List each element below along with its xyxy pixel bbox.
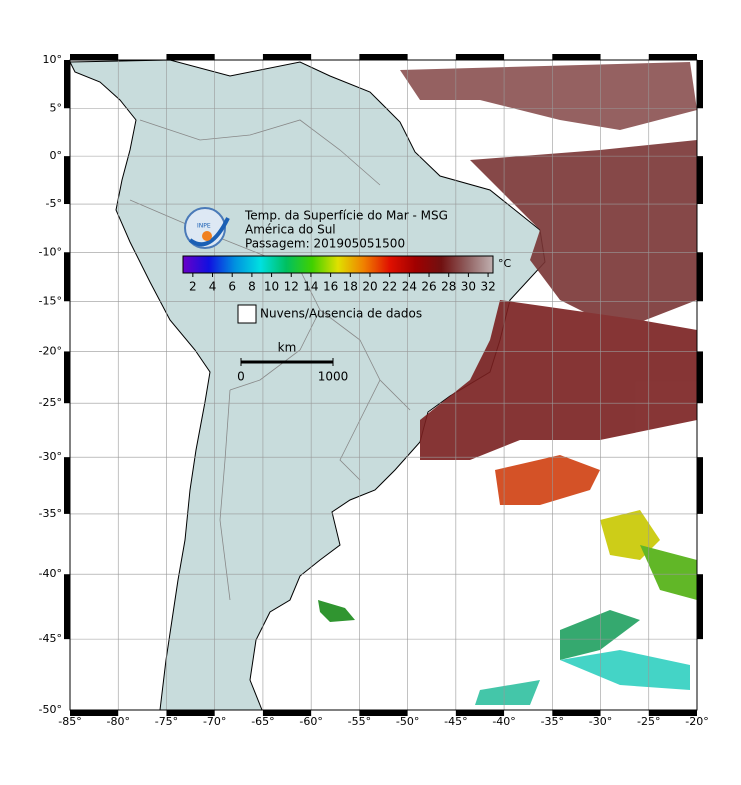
frame-segment [64, 252, 70, 302]
colorbar-label: 32 [480, 280, 495, 294]
lon-label: -80° [106, 715, 129, 728]
colorbar-label: 22 [382, 280, 397, 294]
lon-label: -60° [299, 715, 322, 728]
lon-label: -70° [203, 715, 226, 728]
colorbar-unit: °C [498, 257, 512, 270]
lon-label: -75° [155, 715, 178, 728]
frame-segment [648, 54, 697, 60]
frame-segment [697, 60, 703, 109]
frame-segment [262, 710, 312, 716]
colorbar-label: 26 [421, 280, 436, 294]
frame-segment [697, 351, 703, 404]
frame-segment [648, 710, 697, 716]
frame-segment [455, 54, 505, 60]
axis-labels: -85° -80° -75° -70° -65° -60° -55° -50° -45° -40°… [39, 53, 709, 728]
colorbar-label: 10 [264, 280, 279, 294]
frame-segment [697, 574, 703, 640]
cloud-label: Nuvens/Ausencia de dados [260, 307, 422, 321]
lon-label: -35° [541, 715, 564, 728]
colorbar-ticks: 2 4 6 8 10 12 14 16 18 20 22 24 26 28 30 32 [189, 273, 496, 294]
legend-pass: Passagem: 201905051500 [245, 237, 405, 251]
scale-label: 1000 [318, 370, 349, 384]
lat-label: 0° [50, 149, 63, 162]
frame-segment [262, 54, 312, 60]
lat-label: 10° [43, 53, 63, 66]
frame-segment [455, 710, 505, 716]
lat-label: 5° [50, 101, 63, 114]
colorbar-label: 4 [209, 280, 217, 294]
legend-title: Temp. da Superfície do Mar - MSG [244, 209, 448, 223]
cloud-swatch [237, 304, 257, 324]
lon-label: -25° [637, 715, 660, 728]
frame-segment [64, 60, 70, 109]
lat-label: -30° [39, 450, 62, 463]
colorbar-label: 16 [323, 280, 338, 294]
frame-segment [697, 252, 703, 302]
frame-segment [64, 574, 70, 640]
frame-segment [552, 710, 601, 716]
colorbar-label: 2 [189, 280, 197, 294]
frame-segment [359, 710, 408, 716]
lon-label: -45° [444, 715, 467, 728]
lat-label: -50° [39, 703, 62, 716]
colorbar-label: 8 [248, 280, 256, 294]
frame-segment [552, 54, 601, 60]
logo-arrow [188, 217, 230, 247]
frame-ticks [64, 54, 703, 716]
frame-segment [166, 54, 215, 60]
logo-text: INPE [197, 223, 211, 230]
lon-label: -30° [589, 715, 612, 728]
lat-label: -5° [46, 197, 62, 210]
lon-label: -55° [348, 715, 371, 728]
logo-dot [202, 231, 212, 241]
frame-segment [697, 156, 703, 205]
frame-segment [359, 54, 408, 60]
lon-label: -20° [685, 715, 708, 728]
sst-patches [318, 62, 697, 705]
colorbar [182, 255, 494, 274]
frame-segment [64, 457, 70, 514]
colorbar-label: 14 [303, 280, 318, 294]
lon-label: -40° [492, 715, 515, 728]
scale-label: 0 [237, 370, 245, 384]
lon-label: -85° [58, 715, 81, 728]
frame-segment [697, 457, 703, 514]
frame-segment [70, 54, 119, 60]
frame-segment [70, 710, 119, 716]
lat-label: -10° [39, 245, 62, 258]
lat-label: -45° [39, 632, 62, 645]
frame-segment [64, 351, 70, 404]
legend-region: América do Sul [245, 223, 336, 237]
colorbar-label: 18 [343, 280, 358, 294]
colorbar-label: 6 [228, 280, 236, 294]
frame-segment [166, 710, 215, 716]
lat-label: -15° [39, 294, 62, 307]
lat-label: -20° [39, 344, 62, 357]
scale-bar: 0 1000 [237, 358, 348, 384]
lat-label: -25° [39, 396, 62, 409]
lon-label: -65° [251, 715, 274, 728]
lon-label: -50° [396, 715, 419, 728]
lat-label: -35° [39, 507, 62, 520]
lat-label: -40° [39, 567, 62, 580]
colorbar-label: 30 [461, 280, 476, 294]
frame-segment [64, 156, 70, 205]
scale-unit: km [278, 341, 297, 355]
colorbar-label: 28 [441, 280, 456, 294]
colorbar-label: 24 [402, 280, 417, 294]
colorbar-label: 12 [284, 280, 299, 294]
colorbar-label: 20 [362, 280, 377, 294]
